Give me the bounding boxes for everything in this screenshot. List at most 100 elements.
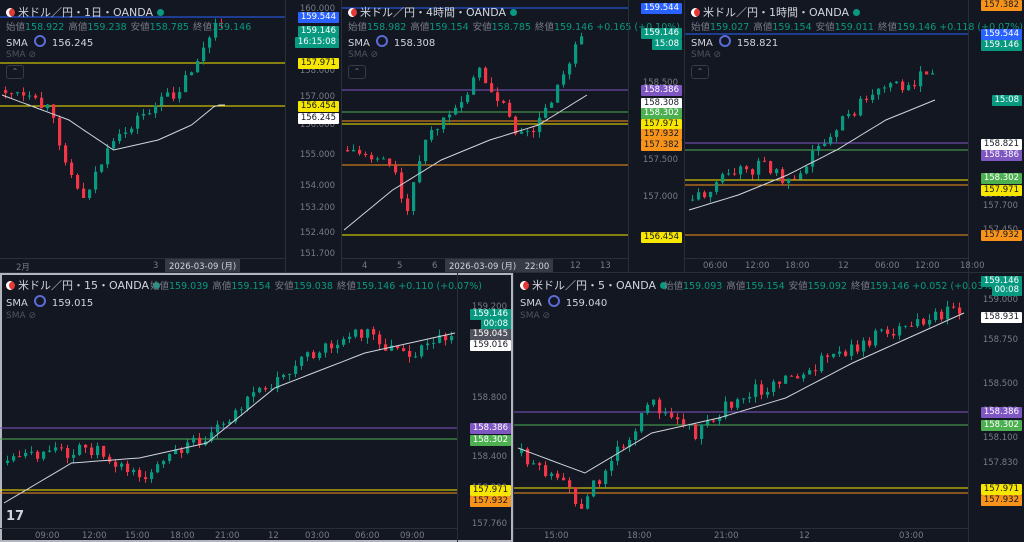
- price-level-tag[interactable]: 156.454: [640, 232, 682, 243]
- price-level-tag[interactable]: 159.016: [469, 340, 511, 351]
- chart-panel-15m[interactable]: 米ドル／円・15・OANDA 始値159.039 高値159.154 安値159.0…: [0, 273, 513, 542]
- price-level-tag[interactable]: 159.146: [469, 309, 511, 320]
- eye-off-icon[interactable]: ⊘: [370, 50, 379, 60]
- price-level-tag[interactable]: 158.931: [980, 312, 1022, 323]
- price-level-tag[interactable]: 157.971: [297, 58, 339, 69]
- settings-icon[interactable]: [33, 35, 46, 47]
- sma-legend[interactable]: SMA 158.308: [348, 35, 435, 49]
- chart-panel-4h[interactable]: 米ドル／円・4時間・OANDA 始値158.982 高値159.154 安値158.…: [342, 0, 684, 272]
- tradingview-logo[interactable]: 17: [6, 509, 25, 524]
- panel-divider[interactable]: [0, 272, 1024, 273]
- price-chart[interactable]: [685, 0, 969, 258]
- sma-legend[interactable]: SMA 158.821: [691, 35, 778, 49]
- price-axis[interactable]: 157.500157.000157.700157.450157.300159.5…: [968, 0, 1024, 272]
- sma-line[interactable]: [517, 312, 965, 474]
- sma-legend[interactable]: SMA 156.245: [6, 35, 93, 49]
- price-axis[interactable]: 159.200158.800158.600158.400158.200157.7…: [457, 273, 513, 542]
- price-level-tag[interactable]: 159.146: [980, 40, 1022, 51]
- symbol-title[interactable]: 米ドル／円・4時間・OANDA: [348, 4, 518, 20]
- price-level-tag[interactable]: 158.302: [980, 420, 1022, 431]
- price-level-tag[interactable]: 00:08: [991, 285, 1022, 296]
- price-level-tag[interactable]: 157.932: [469, 496, 511, 507]
- time-axis[interactable]: 4 5 6 12 13 2026-03-09 (月) 22:00: [342, 258, 629, 272]
- price-level-tag[interactable]: 156.245: [297, 113, 339, 124]
- symbol-title[interactable]: 米ドル／円・15・OANDA: [6, 277, 161, 293]
- hidden-sma-legend[interactable]: SMA ⊘: [348, 50, 379, 60]
- price-level-tag[interactable]: 158.386: [980, 407, 1022, 418]
- price-axis[interactable]: 159.000158.750158.500158.250158.100157.8…: [968, 273, 1024, 542]
- symbol-title[interactable]: 米ドル／円・5・OANDA: [520, 277, 668, 293]
- price-level-tag[interactable]: 157.971: [980, 185, 1022, 196]
- price-level-tag[interactable]: 15:08: [651, 39, 682, 50]
- time-axis[interactable]: 2月 3 2026-03-09 (月): [0, 258, 286, 272]
- price-level-tag[interactable]: 158.386: [469, 423, 511, 434]
- sma-line[interactable]: [3, 332, 456, 504]
- price-level-tag[interactable]: 158.302: [980, 173, 1022, 184]
- price-axis[interactable]: 158.500 157.500 157.000 159.544 159.146 15:08…: [628, 0, 684, 272]
- settings-icon[interactable]: [375, 35, 388, 47]
- price-level-tag[interactable]: 158.302: [640, 108, 682, 119]
- price-level-tag[interactable]: 157.932: [980, 230, 1022, 241]
- sma-legend[interactable]: SMA 159.040: [520, 295, 607, 309]
- collapse-legend-button[interactable]: ⌃: [691, 65, 709, 79]
- price-level-tag[interactable]: 15:08: [991, 95, 1022, 106]
- price-level-tag[interactable]: 157.932: [640, 129, 682, 140]
- candle: [312, 349, 316, 360]
- price-level-tag[interactable]: 157.382: [980, 0, 1022, 11]
- price-level-tag[interactable]: 157.382: [640, 140, 682, 151]
- symbol-title[interactable]: 米ドル／円・1時間・OANDA: [691, 4, 861, 20]
- settings-icon[interactable]: [33, 295, 46, 307]
- price-level-tag[interactable]: 157.932: [980, 495, 1022, 506]
- panel-divider[interactable]: [341, 0, 342, 272]
- price-level-tag[interactable]: 158.386: [980, 150, 1022, 161]
- sma-legend[interactable]: SMA 159.015: [6, 295, 93, 309]
- eye-off-icon[interactable]: ⊘: [28, 311, 37, 321]
- price-chart[interactable]: [0, 0, 286, 258]
- price-level-tag[interactable]: 16:15:08: [294, 37, 339, 48]
- collapse-legend-button[interactable]: ⌃: [6, 65, 24, 79]
- collapse-legend-button[interactable]: ⌃: [348, 65, 366, 79]
- hidden-sma-legend[interactable]: SMA ⊘: [6, 311, 37, 321]
- chart-panel-5m[interactable]: 米ドル／円・5・OANDA 始値159.093 高値159.154 安値159.09…: [514, 273, 1024, 542]
- price-level-tag[interactable]: 156.454: [297, 101, 339, 112]
- price-level-tag[interactable]: 157.971: [640, 119, 682, 130]
- hidden-sma-legend[interactable]: SMA ⊘: [520, 311, 551, 321]
- candle: [586, 494, 590, 510]
- price-level-tag[interactable]: 158.302: [469, 435, 511, 446]
- price-level-tag[interactable]: 159.146: [297, 26, 339, 37]
- panel-divider[interactable]: [513, 273, 514, 542]
- settings-icon[interactable]: [547, 295, 560, 307]
- price-level-tag[interactable]: 159.146: [980, 276, 1022, 287]
- eye-off-icon[interactable]: ⊘: [713, 50, 722, 60]
- eye-off-icon[interactable]: ⊘: [28, 50, 37, 60]
- sma-line[interactable]: [1, 94, 225, 151]
- price-level-tag[interactable]: 158.308: [640, 98, 682, 109]
- settings-icon[interactable]: [718, 35, 731, 47]
- price-level-tag[interactable]: 158.386: [640, 85, 682, 96]
- chart-panel-daily[interactable]: 米ドル／円・1日・OANDA 始値158.922 高値159.238 安値158.7…: [0, 0, 341, 272]
- price-level-tag[interactable]: 157.971: [980, 484, 1022, 495]
- sma-line[interactable]: [688, 99, 936, 211]
- time-axis[interactable]: 09:00 12:00 15:00 18:00 21:00 12 03:00 06:00 09:…: [0, 528, 458, 542]
- price-level-tag[interactable]: 158.821: [980, 139, 1022, 150]
- price-level-tag[interactable]: 159.544: [297, 12, 339, 23]
- hidden-sma-legend[interactable]: SMA ⊘: [691, 50, 722, 60]
- price-level-tag[interactable]: 159.544: [980, 29, 1022, 40]
- price-level-tag[interactable]: 159.544: [640, 3, 682, 14]
- panel-divider[interactable]: [684, 0, 685, 272]
- symbol-title[interactable]: 米ドル／円・1日・OANDA: [6, 4, 165, 20]
- price-level-tag[interactable]: 159.146: [640, 28, 682, 39]
- price-level-tag[interactable]: 159.045: [469, 329, 511, 340]
- price-chart[interactable]: [514, 273, 969, 528]
- sma-line[interactable]: [343, 94, 588, 231]
- eye-off-icon[interactable]: ⊘: [542, 311, 551, 321]
- hidden-sma-legend[interactable]: SMA ⊘: [6, 50, 37, 60]
- time-axis[interactable]: 15:00 18:00 21:00 12 03:00: [514, 528, 969, 542]
- price-chart[interactable]: [0, 273, 458, 528]
- time-axis[interactable]: 06:00 12:00 18:00 12 06:00 12:00 18:00: [685, 258, 985, 272]
- chart-panel-1h[interactable]: 米ドル／円・1時間・OANDA 始値159.027 高値159.154 安値159.…: [685, 0, 1024, 272]
- price-chart[interactable]: [342, 0, 629, 258]
- price-level-tag[interactable]: 157.971: [469, 485, 511, 496]
- price-level-tag[interactable]: 00:08: [480, 319, 511, 330]
- price-axis[interactable]: 160.000159.000158.000157.000156.000155.0…: [285, 0, 341, 272]
